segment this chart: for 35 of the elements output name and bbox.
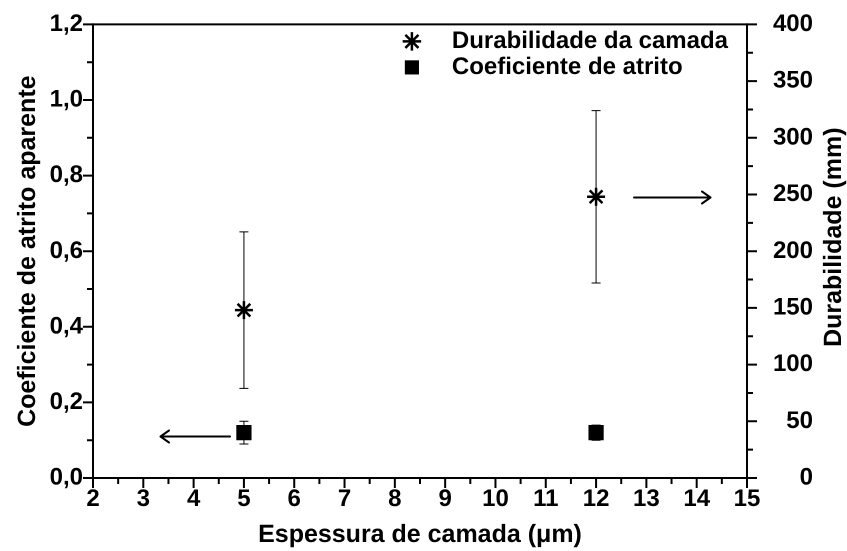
x-tick-label: 12 (582, 485, 610, 512)
x-tick-label: 13 (633, 485, 660, 512)
y2-tick-label: 150 (772, 294, 813, 321)
y-tick-label: 0,4 (50, 312, 84, 340)
y2-axis-title: Durabilidade (mm) (818, 127, 847, 347)
x-tick-label: 5 (237, 485, 251, 512)
y2-tick-label: 300 (772, 123, 813, 150)
y-axis-title: Coeficiente de atrito aparente (12, 75, 41, 427)
x-tick-label: 8 (388, 485, 402, 512)
x-tick-label: 14 (683, 485, 711, 512)
y-tick-label: 1,0 (50, 86, 83, 113)
x-tick-label: 9 (438, 485, 452, 512)
y2-tick-label: 350 (772, 66, 813, 94)
y2-tick-label: 200 (772, 236, 813, 264)
y2-tick-label: 0 (800, 464, 813, 491)
y-tick-label: 0,0 (50, 464, 83, 491)
x-tick-label: 15 (734, 485, 760, 512)
legend-label: Coeficiente de atrito (452, 53, 683, 80)
y2-tick-label: 250 (772, 180, 813, 208)
x-tick-label: 4 (186, 485, 201, 512)
x-tick-label: 10 (482, 485, 509, 512)
y-tick-label: 1,2 (50, 10, 83, 38)
x-axis-title: Espessura de camada (μm) (258, 520, 582, 548)
y2-tick-label: 50 (786, 406, 813, 434)
x-tick-label: 3 (136, 485, 150, 512)
x-tick-label: 6 (288, 485, 301, 512)
legend-label: Durabilidade da camada (452, 27, 729, 54)
y-tick-label: 0,2 (50, 388, 83, 416)
y-tick-label: 0,6 (50, 236, 83, 264)
x-tick-label: 11 (533, 485, 558, 512)
x-tick-label: 7 (338, 485, 352, 512)
y2-tick-label: 100 (772, 350, 813, 378)
x-tick-label: 2 (86, 485, 100, 512)
y2-tick-label: 400 (772, 10, 813, 38)
y-tick-label: 0,8 (50, 161, 83, 188)
